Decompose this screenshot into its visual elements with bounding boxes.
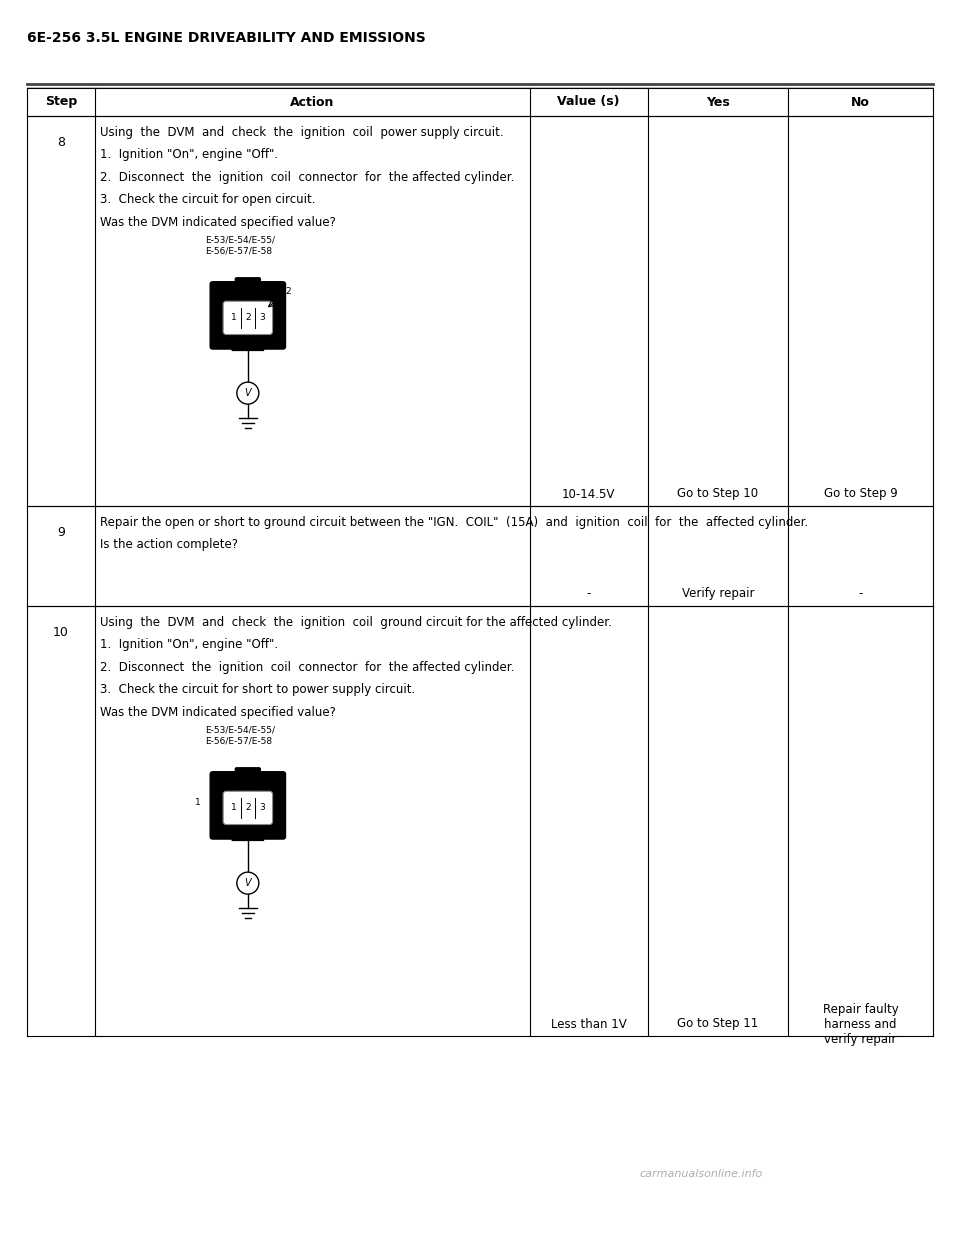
- Text: Was the DVM indicated specified value?: Was the DVM indicated specified value?: [100, 216, 336, 229]
- Text: E-56/E-57/E-58: E-56/E-57/E-58: [204, 737, 272, 745]
- Circle shape: [237, 872, 259, 894]
- Text: E-56/E-57/E-58: E-56/E-57/E-58: [204, 246, 272, 256]
- FancyBboxPatch shape: [223, 791, 273, 825]
- Text: 3: 3: [259, 313, 265, 323]
- FancyBboxPatch shape: [234, 768, 261, 780]
- Text: Go to Step 9: Go to Step 9: [824, 488, 898, 501]
- FancyBboxPatch shape: [247, 832, 264, 841]
- Text: Is the action complete?: Is the action complete?: [100, 539, 238, 551]
- Text: 8: 8: [57, 137, 65, 149]
- Text: 10: 10: [53, 626, 69, 638]
- Text: V: V: [245, 388, 252, 399]
- Text: Using  the  DVM  and  check  the  ignition  coil  ground circuit for the affecte: Using the DVM and check the ignition coi…: [100, 616, 612, 628]
- FancyBboxPatch shape: [209, 771, 286, 840]
- Text: 3.  Check the circuit for open circuit.: 3. Check the circuit for open circuit.: [100, 194, 315, 206]
- Circle shape: [237, 383, 259, 404]
- Text: 2: 2: [245, 313, 251, 323]
- Text: -: -: [858, 587, 863, 600]
- Text: 1: 1: [231, 804, 237, 812]
- Text: E-53/E-54/E-55/: E-53/E-54/E-55/: [204, 725, 275, 734]
- Text: carmanualsonline.info: carmanualsonline.info: [639, 1169, 762, 1179]
- Ellipse shape: [223, 790, 273, 825]
- Text: 1: 1: [195, 797, 201, 807]
- Text: Value (s): Value (s): [558, 96, 620, 108]
- Text: 2: 2: [245, 804, 251, 812]
- Text: E-53/E-54/E-55/: E-53/E-54/E-55/: [204, 236, 275, 245]
- Text: 3.  Check the circuit for short to power supply circuit.: 3. Check the circuit for short to power …: [100, 683, 415, 697]
- Text: 2: 2: [285, 287, 291, 296]
- Text: Go to Step 10: Go to Step 10: [678, 488, 758, 501]
- Text: Verify repair: Verify repair: [682, 587, 755, 600]
- Text: 9: 9: [57, 527, 65, 539]
- Text: Action: Action: [290, 96, 334, 108]
- Text: V: V: [245, 878, 252, 888]
- Text: Repair the open or short to ground circuit between the "IGN.  COIL"  (15A)  and : Repair the open or short to ground circu…: [100, 515, 808, 529]
- Text: 2.  Disconnect  the  ignition  coil  connector  for  the affected cylinder.: 2. Disconnect the ignition coil connecto…: [100, 661, 515, 674]
- Text: Using  the  DVM  and  check  the  ignition  coil  power supply circuit.: Using the DVM and check the ignition coi…: [100, 125, 503, 139]
- Text: 1.  Ignition "On", engine "Off".: 1. Ignition "On", engine "Off".: [100, 149, 278, 161]
- FancyBboxPatch shape: [209, 281, 286, 350]
- Text: Was the DVM indicated specified value?: Was the DVM indicated specified value?: [100, 705, 336, 719]
- FancyBboxPatch shape: [223, 302, 273, 334]
- Text: 10-14.5V: 10-14.5V: [562, 488, 615, 501]
- Text: 1: 1: [231, 313, 237, 323]
- Text: 2.  Disconnect  the  ignition  coil  connector  for  the affected cylinder.: 2. Disconnect the ignition coil connecto…: [100, 171, 515, 184]
- Text: No: No: [852, 96, 870, 108]
- Text: Yes: Yes: [706, 96, 730, 108]
- Text: 1.  Ignition "On", engine "Off".: 1. Ignition "On", engine "Off".: [100, 638, 278, 652]
- FancyBboxPatch shape: [234, 277, 261, 289]
- Text: Less than 1V: Less than 1V: [551, 1017, 627, 1031]
- Text: Repair faulty
harness and
verify repair: Repair faulty harness and verify repair: [823, 1002, 899, 1046]
- Text: -: -: [587, 587, 591, 600]
- FancyBboxPatch shape: [247, 342, 264, 351]
- Text: Go to Step 11: Go to Step 11: [677, 1017, 758, 1031]
- Text: Step: Step: [45, 96, 77, 108]
- Text: 3: 3: [259, 804, 265, 812]
- FancyBboxPatch shape: [231, 832, 249, 841]
- Ellipse shape: [223, 301, 273, 335]
- FancyBboxPatch shape: [231, 342, 249, 351]
- Text: 6E-256 3.5L ENGINE DRIVEABILITY AND EMISSIONS: 6E-256 3.5L ENGINE DRIVEABILITY AND EMIS…: [27, 31, 425, 45]
